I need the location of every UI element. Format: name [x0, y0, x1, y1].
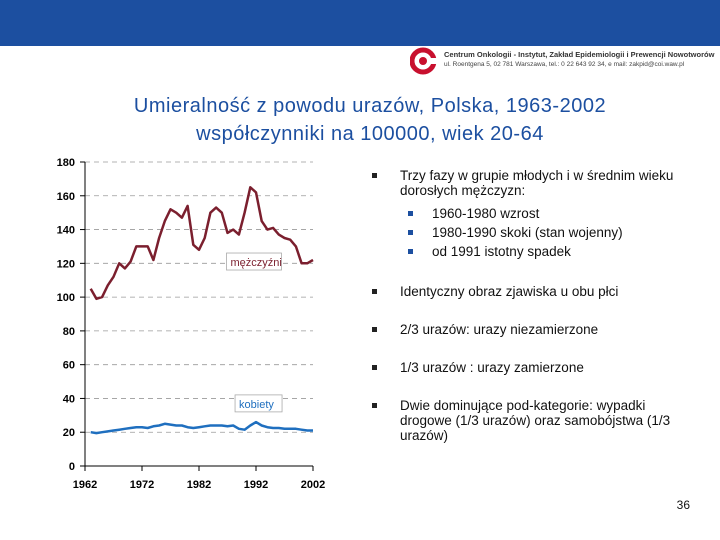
x-tick-label: 1962	[73, 479, 97, 491]
bullet-text: Identyczny obraz zjawiska u obu płci	[400, 284, 619, 299]
bullet-square-icon	[372, 289, 377, 294]
title-line-1: Umieralność z powodu urazów, Polska, 196…	[133, 95, 607, 117]
mortality-line-chart: 0 20 40 60 80 100 120 140 160 180 1962 1972 1982 1992…	[57, 157, 326, 491]
institution-address: ul. Roentgena 5, 02 781 Warszawa, tel.: …	[444, 61, 685, 68]
sub-bullet-text: 1960-1980 wzrost	[432, 206, 540, 221]
institution-name: Centrum Onkologii - Instytut, Zakład Epi…	[444, 50, 715, 59]
bullet-text: Dwie dominujące pod-kategorie: wypadki d…	[400, 398, 671, 443]
sub-bullet-square-icon	[408, 249, 413, 254]
women-label-box	[234, 394, 283, 413]
x-tick-label: 2002	[301, 479, 325, 491]
sub-bullet-text: od 1991 istotny spadek	[432, 244, 571, 259]
y-tick-label: 180	[57, 157, 75, 169]
sub-bullet-square-icon	[408, 230, 413, 235]
slide-title: Umieralność z powodu urazów, Polska, 196…	[60, 92, 680, 148]
title-line-2: współczynniki na 100000, wiek 20-64	[196, 123, 544, 145]
bullet-text: 1/3 urazów : urazy zamierzone	[400, 360, 584, 375]
header-bar	[0, 0, 720, 46]
men-label-box	[226, 252, 282, 271]
y-tick-label: 0	[69, 461, 75, 473]
oncology-center-logo-icon	[410, 47, 440, 75]
bullet-square-icon	[372, 173, 377, 178]
bullet-text: Trzy fazy w grupie młodych i w średnim w…	[400, 168, 674, 198]
bullet-square-icon	[372, 327, 377, 332]
women-series-label: kobiety	[239, 399, 274, 411]
x-tick-label: 1972	[130, 479, 154, 491]
y-tick-label: 80	[63, 326, 75, 338]
institution-logo: Centrum Onkologii - Instytut, Zakład Epi…	[410, 47, 714, 75]
y-tick-label: 40	[63, 393, 75, 405]
bullet-square-icon	[372, 365, 377, 370]
bullet-square-icon	[372, 403, 377, 408]
series-line-women	[90, 420, 313, 435]
sub-bullet-text: 1980-1990 skoki (stan wojenny)	[432, 225, 623, 240]
bullet-text: 2/3 urazów: urazy niezamierzone	[400, 322, 599, 337]
y-tick-label: 160	[57, 191, 75, 203]
y-tick-label: 140	[57, 225, 75, 237]
series-line-men	[89, 186, 314, 301]
sub-bullet-square-icon	[408, 211, 413, 216]
men-series-label: mężczyźni	[231, 257, 282, 269]
y-tick-label: 20	[63, 427, 75, 439]
y-tick-label: 60	[63, 360, 75, 372]
y-tick-label: 120	[57, 258, 75, 270]
x-tick-label: 1982	[187, 479, 211, 491]
x-tick-label: 1992	[244, 479, 268, 491]
page-number: 36	[676, 498, 690, 512]
y-tick-label: 100	[57, 292, 75, 304]
